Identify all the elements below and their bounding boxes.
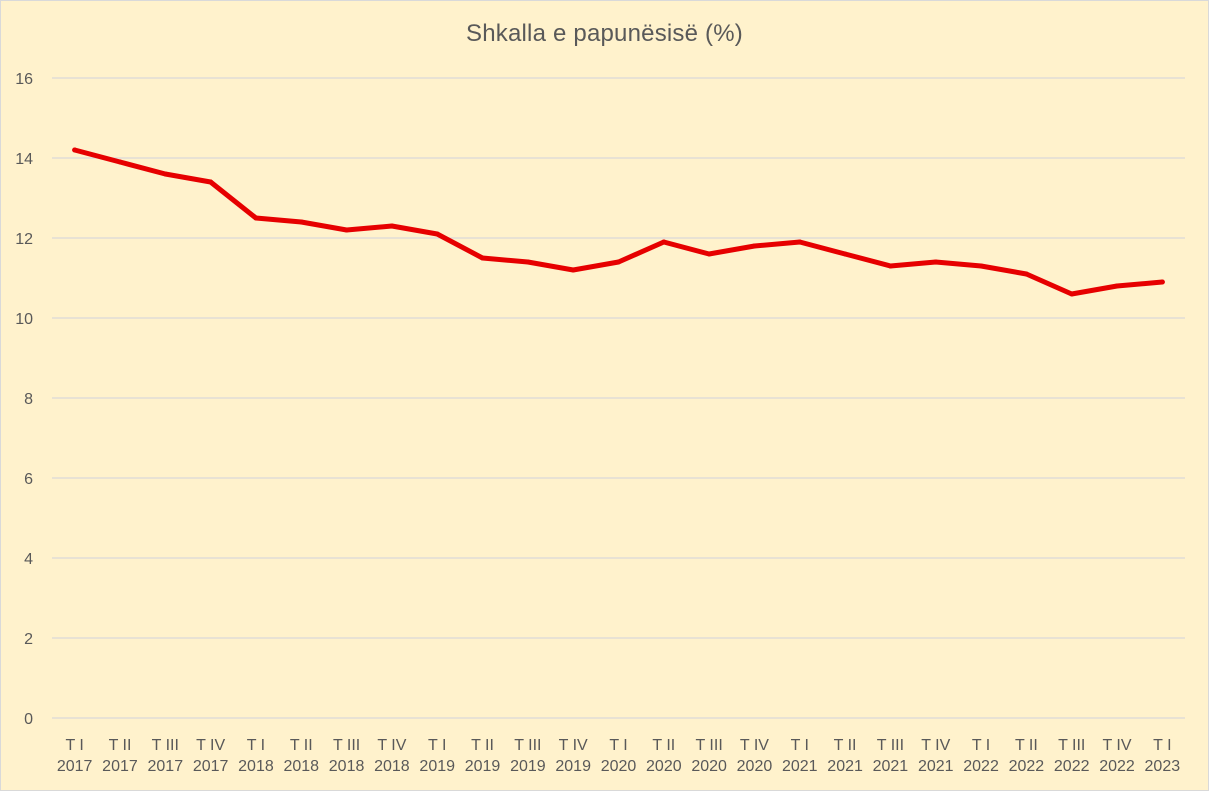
chart-title: Shkalla e papunësisë (%) bbox=[466, 20, 743, 47]
x-tick-label: T IV 2018 bbox=[374, 737, 410, 775]
data-point bbox=[208, 179, 214, 185]
series-layer bbox=[72, 147, 1165, 297]
data-point bbox=[661, 239, 667, 245]
data-point bbox=[751, 243, 757, 249]
data-point bbox=[525, 259, 531, 265]
x-tick-label: T II 2022 bbox=[1009, 737, 1045, 775]
data-point bbox=[298, 219, 304, 225]
x-tick-label: T I 2022 bbox=[963, 737, 999, 775]
x-tick-label: T II 2020 bbox=[646, 737, 682, 775]
x-tick-label: T III 2018 bbox=[329, 737, 365, 775]
x-tick-label: T I 2019 bbox=[419, 737, 455, 775]
x-tick-label: T I 2017 bbox=[57, 737, 93, 775]
data-point bbox=[72, 147, 78, 153]
x-tick-label: T III 2022 bbox=[1054, 737, 1090, 775]
x-tick-label: T I 2018 bbox=[238, 737, 274, 775]
data-point bbox=[1114, 283, 1120, 289]
data-point bbox=[434, 231, 440, 237]
data-point bbox=[797, 239, 803, 245]
y-tick-label: 8 bbox=[24, 391, 33, 408]
x-tick-label: T III 2019 bbox=[510, 737, 546, 775]
x-tick-label: T IV 2021 bbox=[918, 737, 954, 775]
x-tick-label: T IV 2019 bbox=[555, 737, 591, 775]
data-point bbox=[933, 259, 939, 265]
x-tick-label: T II 2019 bbox=[465, 737, 501, 775]
data-point bbox=[344, 227, 350, 233]
data-point bbox=[480, 255, 486, 261]
data-point bbox=[842, 251, 848, 257]
gridlines bbox=[52, 77, 1185, 719]
x-tick-label: T I 2020 bbox=[601, 737, 637, 775]
x-tick-label: T IV 2017 bbox=[193, 737, 229, 775]
data-point bbox=[1023, 271, 1029, 277]
data-point bbox=[117, 159, 123, 165]
series-line-0 bbox=[72, 147, 1165, 297]
x-tick-label: T IV 2022 bbox=[1099, 737, 1135, 775]
x-tick-label: T III 2020 bbox=[691, 737, 727, 775]
data-point bbox=[253, 215, 259, 221]
x-tick-label: T II 2018 bbox=[283, 737, 319, 775]
y-tick-label: 4 bbox=[24, 551, 33, 568]
y-tick-label: 10 bbox=[15, 311, 33, 328]
x-tick-label: T I 2023 bbox=[1145, 737, 1181, 775]
y-tick-label: 6 bbox=[24, 471, 33, 488]
data-point bbox=[616, 259, 621, 265]
data-point bbox=[570, 267, 576, 273]
data-point bbox=[389, 223, 395, 229]
y-tick-label: 2 bbox=[24, 631, 33, 648]
y-tick-label: 0 bbox=[24, 711, 33, 728]
x-tick-label: T I 2021 bbox=[782, 737, 818, 775]
data-point bbox=[706, 251, 712, 257]
x-tick-label: T IV 2020 bbox=[737, 737, 773, 775]
data-point bbox=[1159, 279, 1165, 285]
data-point bbox=[978, 263, 984, 269]
y-tick-label: 12 bbox=[15, 231, 33, 248]
data-point bbox=[162, 171, 168, 177]
x-tick-label: T III 2021 bbox=[873, 737, 909, 775]
y-tick-label: 16 bbox=[15, 71, 33, 88]
x-tick-label: T II 2021 bbox=[827, 737, 863, 775]
data-point bbox=[1069, 291, 1075, 297]
y-axis-labels: 0 2 4 6 8 10 12 14 16 bbox=[15, 71, 33, 728]
data-point bbox=[887, 263, 893, 269]
x-tick-label: T III 2017 bbox=[148, 737, 184, 775]
y-tick-label: 14 bbox=[15, 151, 33, 168]
x-tick-label: T II 2017 bbox=[102, 737, 138, 775]
